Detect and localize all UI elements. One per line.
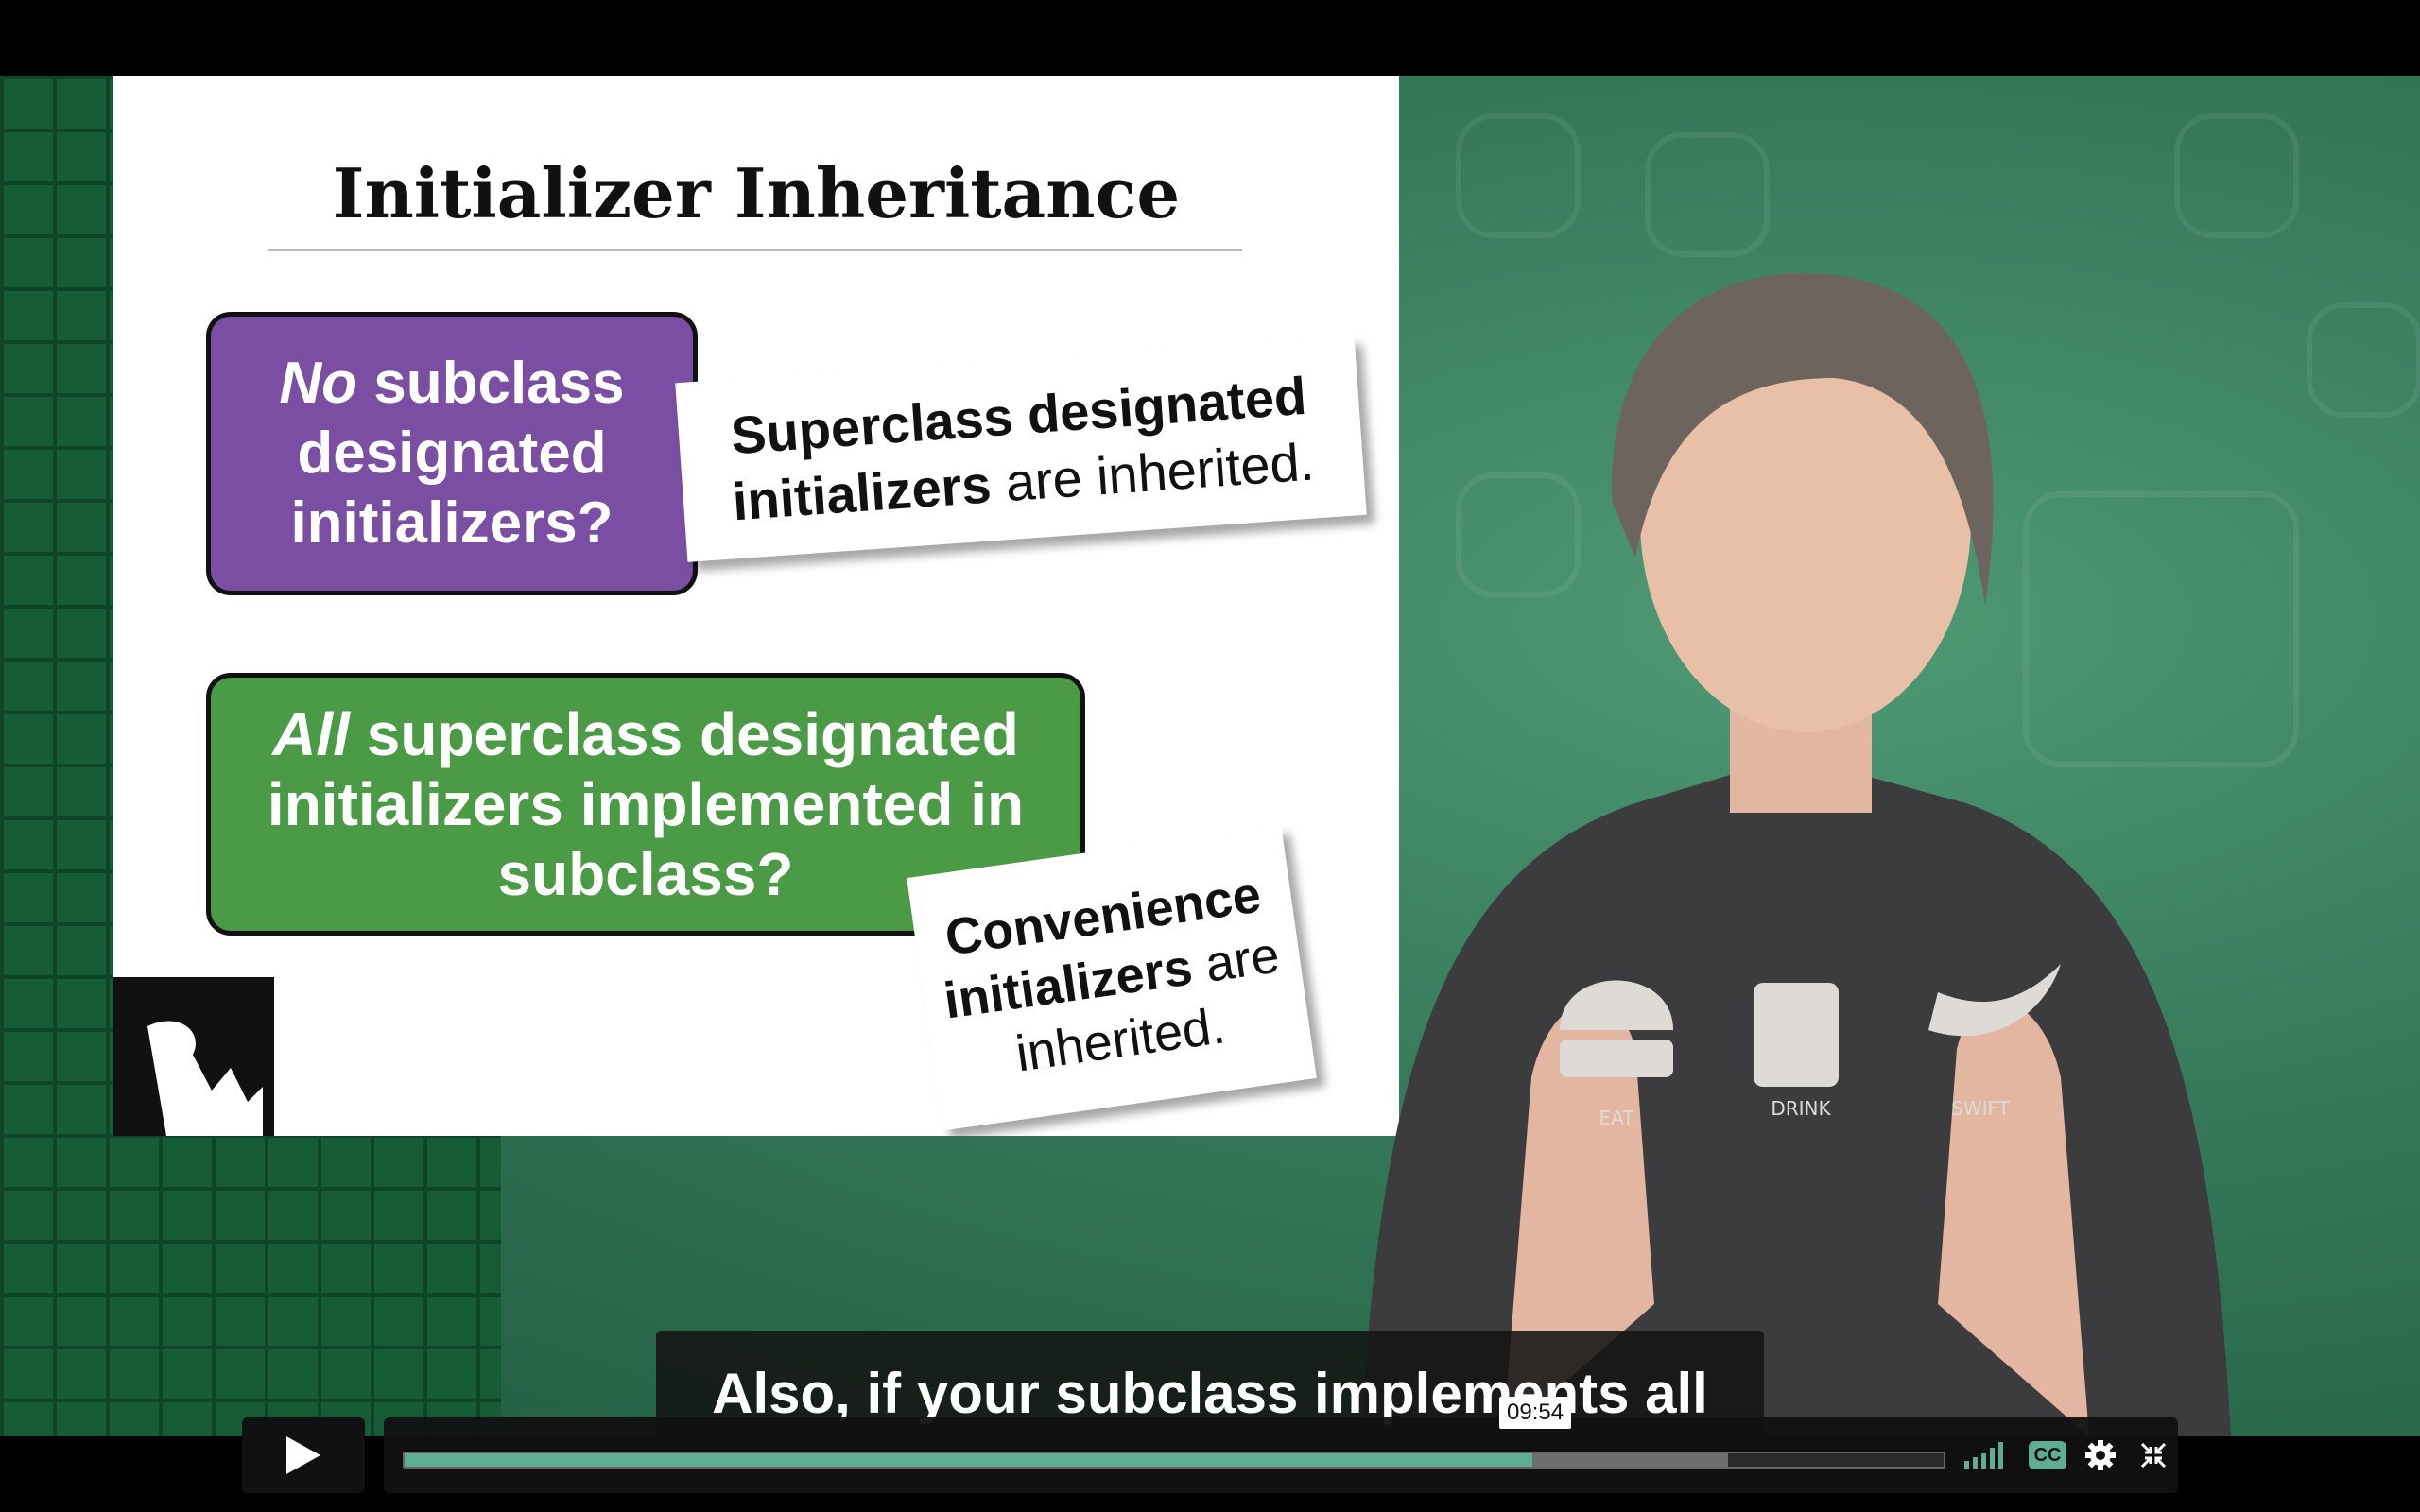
box-green-text: superclass designated initializers imple… xyxy=(267,700,1025,908)
play-icon xyxy=(286,1436,320,1474)
background-icon xyxy=(2174,113,2299,238)
beer-mug-icon xyxy=(1754,983,1839,1087)
presenter: EAT DRINK SWIFT xyxy=(1361,272,2231,1436)
shirt-swift-label: SWIFT xyxy=(1951,1097,2011,1120)
slide-title: Initializer Inheritance xyxy=(332,153,1181,233)
burger-icon xyxy=(1560,980,1673,1030)
no-subclass-initializers-box: No subclass designated initializers? xyxy=(206,312,698,595)
brand-logo-icon xyxy=(113,977,274,1136)
convenience-inherited-note: Convenience initializers are inherited. xyxy=(907,825,1317,1131)
fullscreen-button[interactable] xyxy=(2135,1436,2172,1474)
presentation-slide: Initializer Inheritance No subclass desi… xyxy=(113,76,1399,1136)
box-purple-emphasis: No xyxy=(279,351,358,416)
fullscreen-icon xyxy=(2140,1442,2167,1469)
gear-icon xyxy=(2085,1440,2116,1470)
video-frame[interactable]: Initializer Inheritance No subclass desi… xyxy=(0,76,2420,1436)
shirt-eat-label: EAT xyxy=(1599,1107,1635,1129)
control-bar: 09:54 CC xyxy=(384,1397,2178,1493)
title-divider xyxy=(268,249,1242,251)
signal-icon xyxy=(1964,1442,2003,1469)
time-tooltip: 09:54 xyxy=(1499,1397,1572,1429)
player-controls: 09:54 CC xyxy=(0,1397,2420,1512)
background-icon xyxy=(1645,132,1770,257)
superclass-inherited-note: Superclass designated initializers are i… xyxy=(675,335,1367,562)
settings-button[interactable] xyxy=(2082,1436,2119,1474)
quality-button[interactable] xyxy=(1964,1436,2010,1474)
progress-bar[interactable] xyxy=(403,1452,1945,1469)
background-icon xyxy=(2023,491,2299,767)
box-purple-text: subclass designated initializers? xyxy=(290,351,625,556)
cc-icon: CC xyxy=(2033,1444,2062,1466)
captions-button[interactable]: CC xyxy=(2029,1441,2066,1469)
background-icon xyxy=(2307,302,2420,418)
shirt-drink-label: DRINK xyxy=(1771,1097,1831,1120)
swift-bird-icon xyxy=(1928,964,2061,1037)
background-icon xyxy=(1456,472,1581,597)
play-button[interactable] xyxy=(242,1418,365,1493)
background-tiles-block xyxy=(0,1134,501,1436)
progress-played xyxy=(405,1453,1533,1467)
box-green-emphasis: All xyxy=(272,700,350,768)
background-icon xyxy=(1456,113,1581,238)
